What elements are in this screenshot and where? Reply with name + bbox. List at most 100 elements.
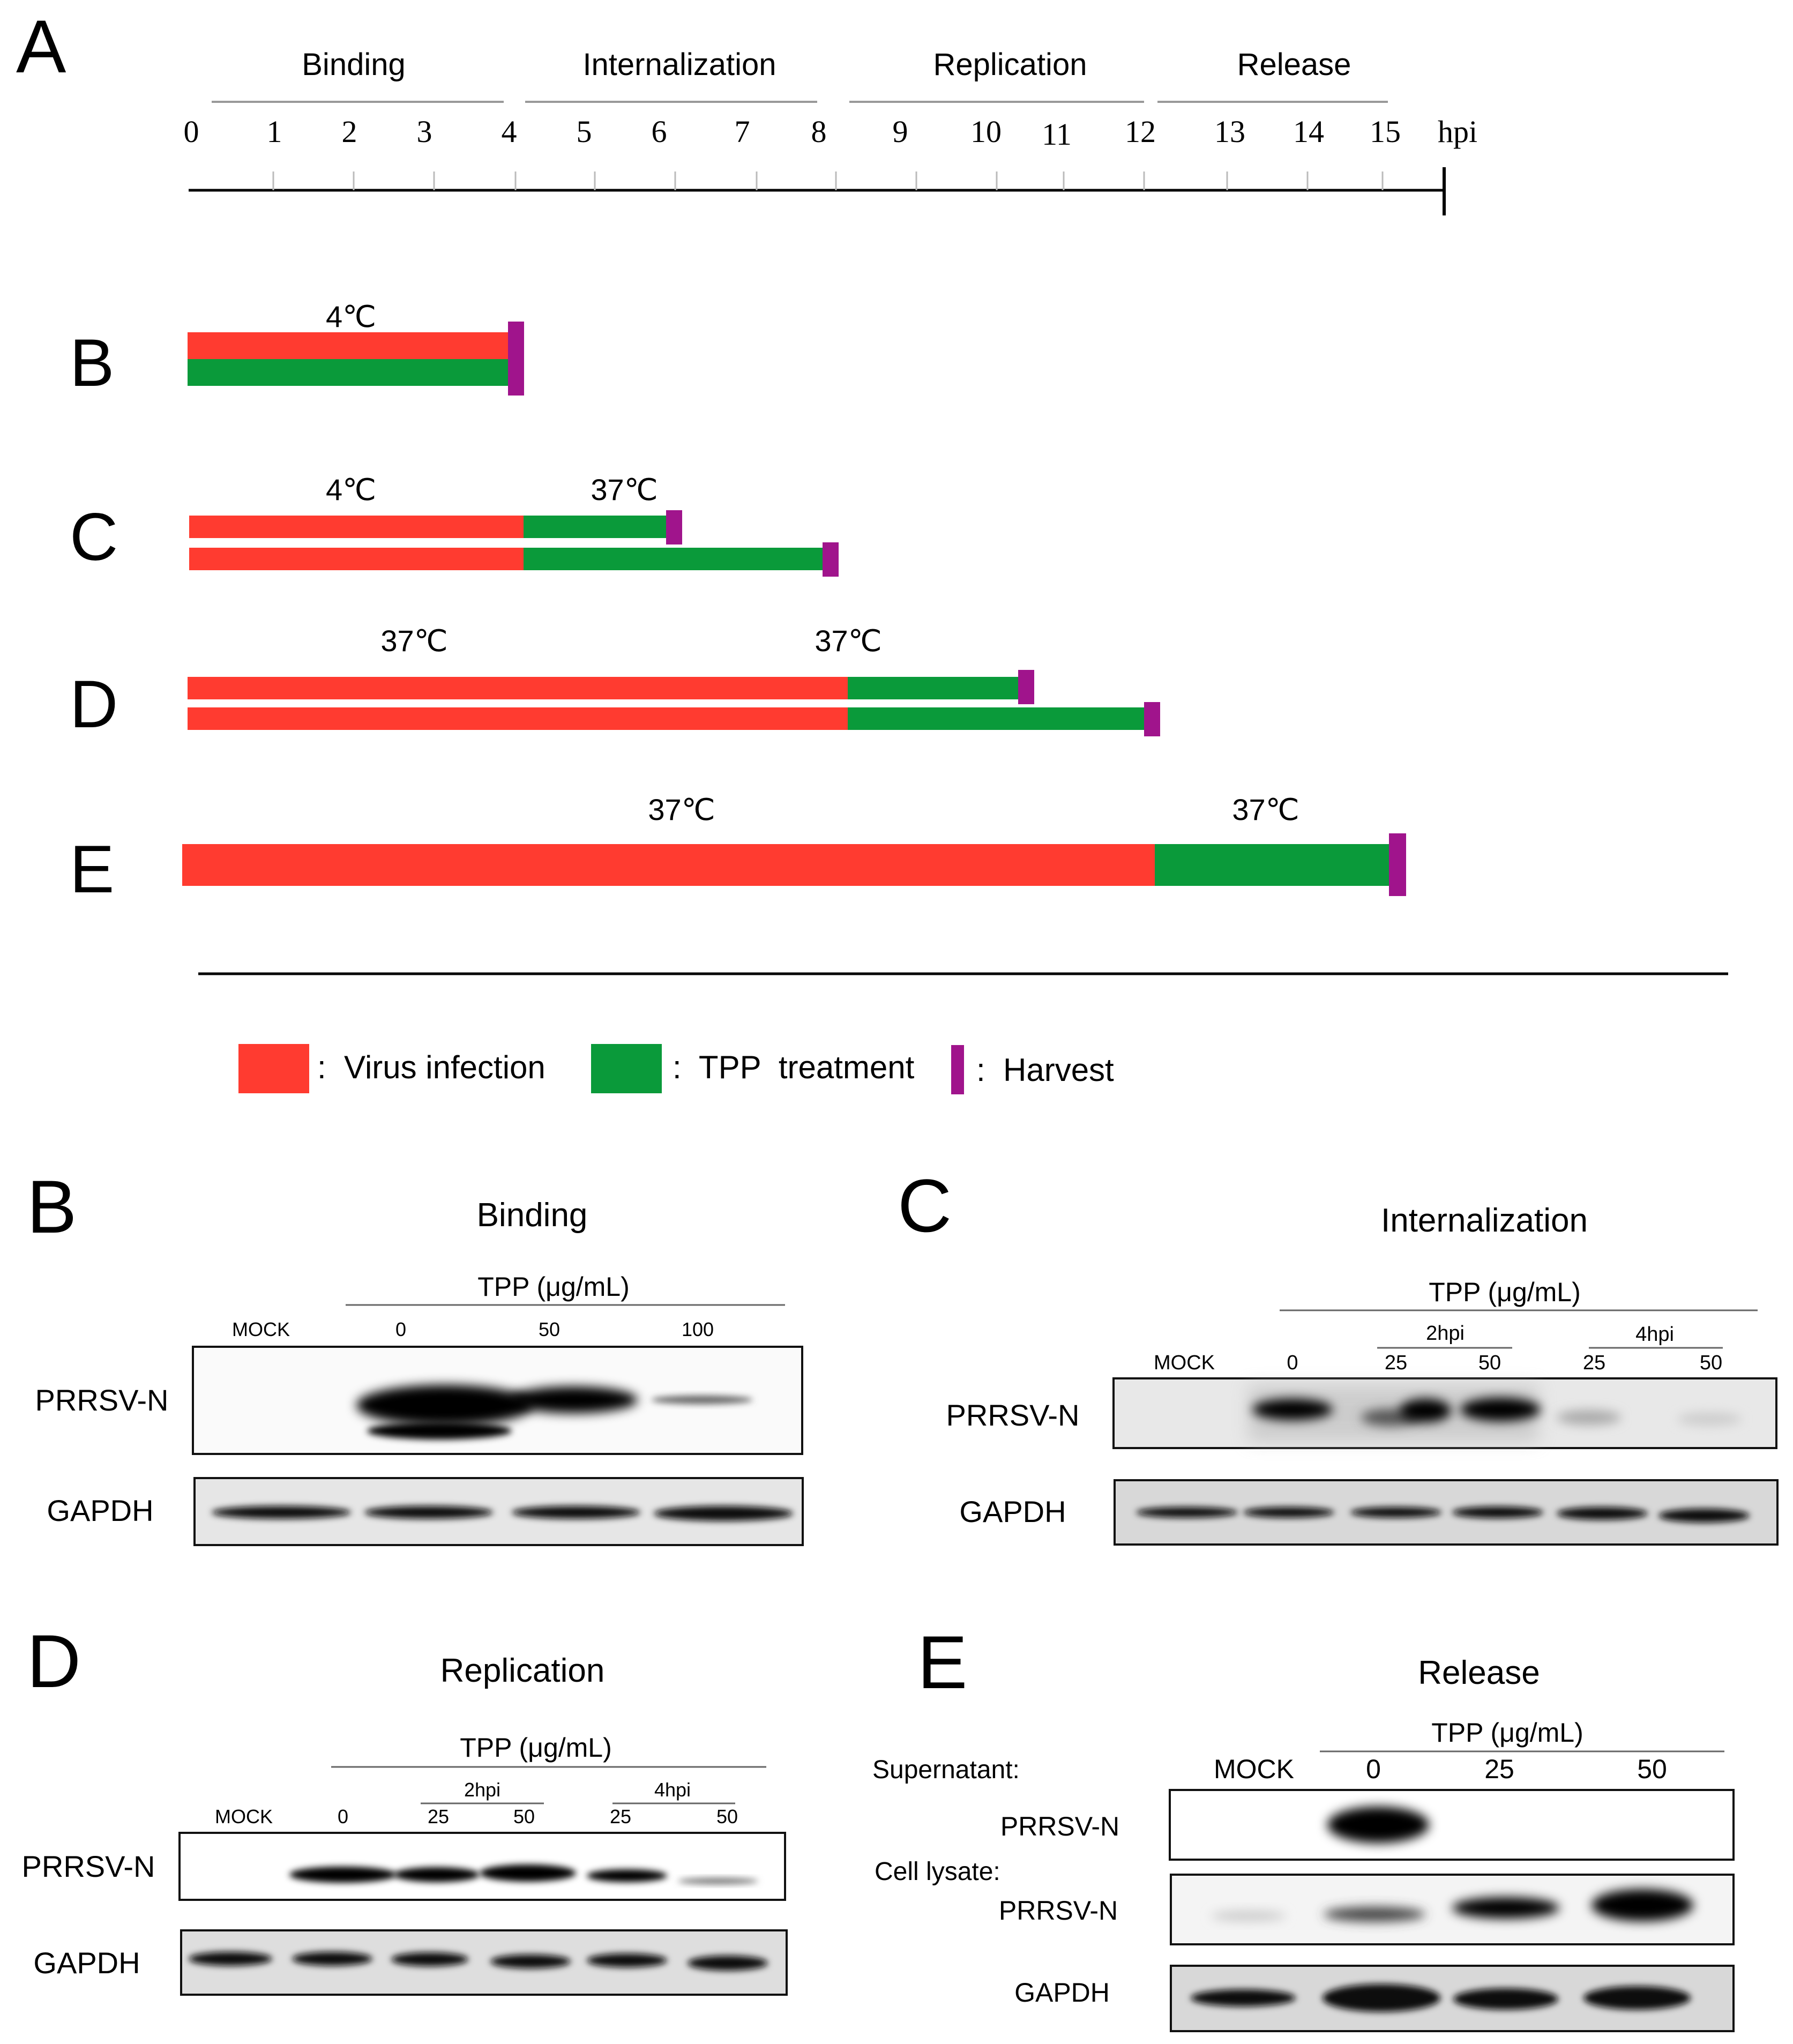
row-c-tpp-bar-2 [524,548,824,570]
phase-release: Release [1237,47,1351,82]
panel-c-blot: C Internalization TPP (μg/mL) 2hpi 4hpi … [898,1163,1779,1546]
panel-b-row-gapdh: GAPDH [47,1494,153,1527]
tick-label-1: 1 [267,114,282,149]
panel-e-gapdh-membrane [1170,1965,1735,2032]
tick-label-6: 6 [652,114,667,149]
row-e-temp-2: 37℃ [1232,793,1299,826]
legend-virus-swatch [238,1044,309,1093]
panel-d-sub-4hpi: 4hpi [654,1779,691,1801]
panel-b-lane-100: 100 [682,1318,714,1340]
axis-unit-hpi: hpi [1438,114,1477,149]
row-b-letter: B [70,326,114,400]
panel-d-row-prrsv: PRRSV-N [22,1849,155,1883]
tick-label-14: 14 [1293,114,1324,149]
row-c-harvest-2 [823,542,839,577]
legend: : Virus infection : TPP treatment : Harv… [238,1044,1114,1094]
panel-b-gapdh-membrane [193,1477,804,1546]
panel-c-prrsv-membrane [1112,1377,1777,1449]
tick-label-11: 11 [1042,117,1072,152]
row-c-virus-bar-1 [189,516,524,538]
row-b-temp: 4℃ [326,300,376,333]
tick-label-13: 13 [1214,114,1245,149]
row-c-tpp-bar-1 [524,516,667,538]
row-d-tpp-bar-2 [848,707,1145,730]
panel-e-lysate-label: Cell lysate: [875,1857,1000,1886]
panel-c-lane-2hpi-25: 25 [1385,1352,1407,1374]
panel-e-title: Release [1418,1654,1540,1691]
panel-e-supernatant-label: Supernatant: [872,1756,1020,1784]
row-b-tpp-bar [188,359,509,386]
row-d-temp-1: 37℃ [380,624,447,658]
row-e-letter: E [70,832,114,907]
panel-e-blot: E Release TPP (μg/mL) Supernatant: MOCK … [872,1620,1735,2032]
panel-c-letter: C [898,1163,952,1248]
panel-b-group-label: TPP (μg/mL) [477,1272,630,1302]
panel-d-lane-4hpi-25: 25 [610,1806,631,1827]
panel-d-prrsv-membrane [178,1832,786,1901]
row-c-temp-1: 4℃ [326,473,376,506]
panel-c-sub-4hpi: 4hpi [1635,1323,1674,1346]
panel-b-prrsv-membrane [192,1346,803,1455]
row-d-virus-bar-1 [188,677,848,699]
legend-tpp-swatch [591,1044,662,1093]
axis-tick-labels: 0 1 2 3 4 5 6 7 8 9 10 11 12 13 14 15 [184,114,1401,152]
panel-a-letter: A [16,4,66,88]
panel-c-row-gapdh: GAPDH [959,1495,1066,1528]
timeline-row-e: E 37℃ 37℃ [70,793,1406,907]
panel-d-group-label: TPP (μg/mL) [460,1733,612,1763]
tick-label-15: 15 [1370,114,1401,149]
tick-label-12: 12 [1125,114,1156,149]
panel-b-lane-mock: MOCK [232,1318,290,1340]
row-b-harvest-mark [508,322,524,396]
panel-b-row-prrsv: PRRSV-N [35,1383,169,1417]
row-d-tpp-bar-1 [848,677,1019,699]
panel-b-lane-0: 0 [395,1318,406,1340]
panel-e-row-gapdh: GAPDH [1014,1978,1110,2008]
panel-e-group-label: TPP (μg/mL) [1431,1718,1583,1748]
panel-c-sub-2hpi: 2hpi [1426,1322,1465,1345]
panel-e-row-prrsv-lysate: PRRSV-N [999,1896,1118,1926]
panel-d-blot: D Replication TPP (μg/mL) 2hpi 4hpi MOCK… [22,1619,788,1996]
panel-e-lane-25: 25 [1484,1754,1514,1784]
panel-c-title: Internalization [1381,1202,1588,1239]
row-d-harvest-1 [1018,670,1034,704]
panel-d-sub-2hpi: 2hpi [464,1779,500,1801]
panel-e-lane-0: 0 [1366,1754,1381,1784]
panel-d-letter: D [27,1619,81,1703]
phase-replication: Replication [933,47,1087,82]
timeline-row-d: D 37℃ 37℃ [70,624,1160,742]
tick-label-9: 9 [893,114,908,149]
row-c-virus-bar-2 [189,548,524,570]
row-c-letter: C [70,500,118,575]
legend-tpp-label: : TPP treatment [673,1049,915,1085]
row-d-harvest-2 [1144,702,1160,736]
tick-label-2: 2 [342,114,357,149]
panel-c-lane-2hpi-50: 50 [1478,1352,1501,1374]
panel-d-lane-2hpi-50: 50 [513,1806,535,1827]
phase-internalization: Internalization [582,47,776,82]
row-e-tpp-bar [1155,844,1391,886]
panel-e-lysate-membrane [1170,1874,1735,1945]
row-c-harvest-1 [666,510,682,544]
panel-d-lane-mock: MOCK [215,1806,273,1827]
row-b-virus-bar [188,332,509,359]
tick-label-8: 8 [811,114,827,149]
panel-b-letter: B [27,1165,77,1249]
legend-harvest-swatch [951,1045,964,1094]
panel-d-gapdh-membrane [180,1929,788,1996]
panel-e-letter: E [917,1620,967,1704]
panel-d-lane-0: 0 [338,1806,348,1827]
panel-c-lane-4hpi-50: 50 [1700,1352,1722,1374]
row-e-temp-1: 37℃ [648,793,715,826]
row-d-virus-bar-2 [188,707,848,730]
row-d-temp-2: 37℃ [815,624,881,658]
phase-binding: Binding [302,47,405,82]
tick-label-0: 0 [184,114,199,149]
row-e-virus-bar [182,844,1155,886]
panel-b-lane-50: 50 [539,1318,560,1340]
panel-e-row-prrsv-supernatant: PRRSV-N [1000,1811,1119,1841]
row-c-temp-2: 37℃ [591,473,658,506]
timeline-row-c: C 4℃ 37℃ [70,473,839,577]
